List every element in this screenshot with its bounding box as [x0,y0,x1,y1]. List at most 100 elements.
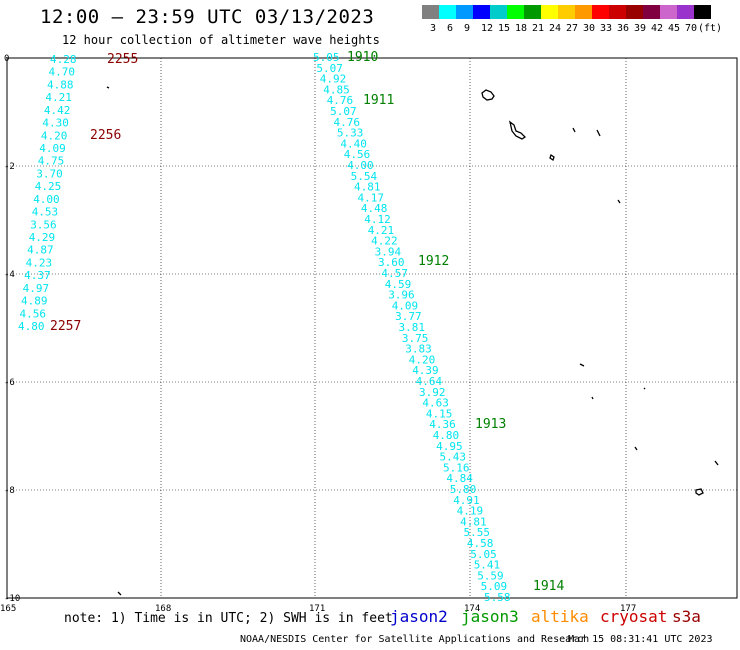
footnote: note: 1) Time is in UTC; 2) SWH is in fe… [64,611,393,626]
wave-height-value: 3.83 [405,343,432,356]
color-swatch [643,5,660,19]
wave-height-value: 4.80 [18,320,45,333]
longitude-tick-label: 165 [0,604,16,614]
wave-height-value: 4.85 [323,83,350,96]
color-scale-label: 9 [464,23,471,34]
color-swatch [660,5,677,19]
color-scale-label: 12 [481,23,494,34]
color-scale-label: 33 [600,23,613,34]
satellite-jason2: jason2 [390,607,448,626]
color-scale-label: 45 [668,23,681,34]
satellite-cryosat: cryosat [600,607,668,626]
wave-height-value: 4.25 [35,180,62,193]
island-shape [117,591,122,596]
wave-height-value: 4.42 [44,104,71,117]
wave-height-value: 4.28 [50,53,77,66]
wave-height-value: 5.05 [313,51,340,64]
satellite-s3a: s3a [672,607,701,626]
satellite-altika: altika [531,607,589,626]
color-swatch [422,5,439,19]
wave-height-value: 4.48 [361,202,388,215]
wave-height-value: 4.58 [467,537,494,550]
wave-height-value: 4.88 [47,78,74,91]
wave-height-value: 4.76 [334,116,361,129]
wave-height-value: 4.40 [340,137,367,150]
chart-subtitle: 12 hour collection of altimeter wave hei… [62,33,380,47]
latitude-tick-label: 0 [4,54,9,64]
satellite-jason3: jason3 [461,607,519,626]
color-swatch [490,5,507,19]
island-shape [634,446,638,451]
island-shape [572,127,576,133]
wave-height-value: 5.55 [464,526,491,539]
color-swatch [473,5,490,19]
color-scale-label: (ft) [698,23,723,34]
wave-height-value: 4.57 [381,267,408,280]
latitude-tick-label: -2 [4,162,15,172]
longitude-tick-label: 168 [155,604,171,614]
time-label: 1913 [475,417,506,432]
wave-height-value: 4.63 [422,397,449,410]
wave-height-value: 4.22 [371,235,398,248]
wave-height-value: 4.92 [320,73,347,86]
wave-height-value: 3.70 [36,167,63,180]
wave-height-value: 3.60 [378,256,405,269]
color-scale-label: 36 [617,23,630,34]
wave-height-value: 4.91 [453,494,480,507]
wave-height-value: 4.39 [412,364,439,377]
color-swatch [439,5,456,19]
time-label: 2257 [50,319,81,334]
color-scale-label: 42 [651,23,664,34]
island-shape [579,363,585,367]
wave-height-value: 4.23 [26,256,52,269]
wave-height-value: 3.81 [399,321,426,334]
latitude-tick-label: -4 [4,270,15,280]
wave-height-value: 4.29 [29,231,56,244]
wave-height-value: 4.36 [429,418,456,431]
wave-height-value: 4.84 [446,472,473,485]
island-shape [481,89,495,101]
wave-height-value: 4.97 [23,282,49,295]
wave-height-value: 3.92 [419,386,446,399]
wave-height-value: 5.59 [477,569,504,582]
chart-title: 12:00 — 23:59 UTC 03/13/2023 [40,6,375,28]
color-scale-label: 3 [430,23,437,34]
wave-height-value: 4.56 [344,148,371,161]
time-label: 1912 [418,254,449,269]
color-swatch [524,5,541,19]
time-label: 1914 [533,579,564,594]
time-label: 1910 [347,50,378,65]
wave-height-value: 4.00 [33,193,60,206]
color-scale-label: 15 [498,23,511,34]
island-shape [549,153,555,162]
color-swatch [575,5,592,19]
wave-height-value: 4.21 [45,91,72,104]
wave-height-value: 4.70 [49,66,76,79]
color-swatch [609,5,626,19]
island-shape [643,387,646,390]
longitude-tick-label: 174 [464,604,480,614]
time-label: 2256 [90,128,121,143]
wave-height-value: 3.96 [388,289,415,302]
wave-height-value: 4.20 [41,129,68,142]
color-scale-label: 18 [515,23,528,34]
wave-height-value: 4.00 [347,159,374,172]
color-scale-label: 39 [634,23,647,34]
wave-height-value: 4.19 [457,505,484,518]
color-swatch [507,5,524,19]
wave-height-value: 4.56 [20,307,47,320]
wave-height-value: 4.20 [409,353,436,366]
latitude-tick-label: -8 [4,486,15,496]
color-swatch [694,5,711,19]
timestamp: Mar 15 08:31:41 UTC 2023 [568,634,713,645]
wave-height-value: 4.09 [39,142,66,155]
wave-height-value: 5.07 [316,62,343,75]
wave-height-value: 5.80 [450,483,477,496]
wave-height-value: 4.12 [364,213,391,226]
color-scale-label: 6 [447,23,454,34]
island-shape [714,460,719,466]
wave-height-value: 4.75 [38,155,65,168]
wave-height-value: 5.05 [470,548,497,561]
latitude-tick-label: -10 [4,594,20,604]
wave-height-value: 5.54 [351,170,378,183]
